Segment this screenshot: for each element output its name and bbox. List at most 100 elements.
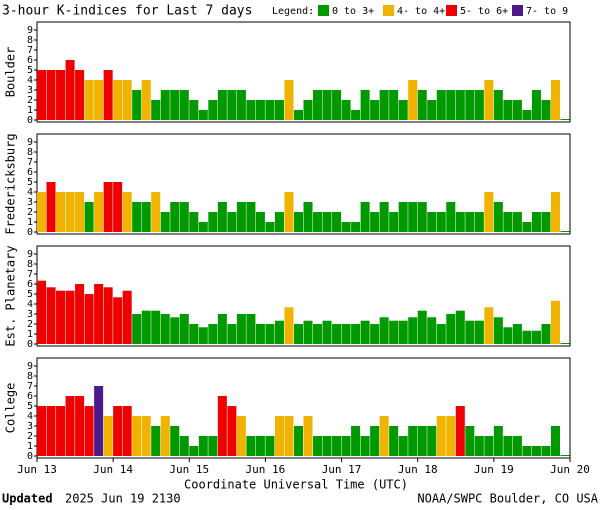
legend-swatch [512, 5, 523, 16]
bar [512, 324, 522, 344]
bar [332, 90, 342, 120]
bar [84, 294, 94, 344]
y-tick-label: 4 [27, 299, 33, 310]
bar [170, 202, 180, 232]
bar [293, 324, 303, 344]
bar [151, 100, 161, 120]
bar [465, 320, 475, 344]
y-tick-label: 7 [27, 45, 33, 56]
bar [132, 314, 142, 344]
y-tick-label: 8 [27, 147, 33, 158]
bar [398, 320, 408, 344]
bar [550, 80, 560, 120]
bar [75, 70, 85, 120]
bar [417, 426, 427, 456]
y-tick-label: 2 [27, 207, 33, 218]
y-tick-label: 6 [27, 167, 33, 178]
bar [103, 416, 113, 456]
bar [122, 406, 132, 456]
bar [322, 90, 332, 120]
bar [170, 426, 180, 456]
y-tick-label: 0 [27, 115, 33, 126]
x-tick-label: Jun 15 [169, 463, 209, 476]
bar [427, 426, 437, 456]
bar [293, 110, 303, 120]
bar [541, 446, 551, 456]
bar [284, 80, 294, 120]
bar [198, 327, 208, 344]
bar [522, 110, 532, 120]
bar [446, 90, 456, 120]
bar [84, 80, 94, 120]
bar [379, 317, 389, 344]
bar [484, 192, 494, 232]
bar [179, 202, 189, 232]
bar [37, 406, 47, 456]
x-tick-label: Jun 13 [17, 463, 57, 476]
bar [227, 212, 237, 232]
bar [408, 80, 418, 120]
bar [351, 324, 361, 344]
bar [151, 426, 161, 456]
updated: 2025 Jun 19 2130 [65, 492, 181, 506]
bar [132, 90, 142, 120]
bar [341, 222, 351, 232]
bar [37, 192, 47, 232]
bar [208, 324, 218, 344]
bar [236, 416, 246, 456]
bar [370, 212, 380, 232]
legend-swatch [318, 5, 329, 16]
legend-item: 5- to 6+ [460, 6, 508, 17]
x-axis-label: Coordinate Universal Time (UTC) [184, 478, 408, 492]
bar [103, 182, 113, 232]
updated-label: Updated [2, 492, 53, 506]
y-tick-label: 8 [27, 35, 33, 46]
bar [227, 406, 237, 456]
x-tick-label: Jun 16 [246, 463, 286, 476]
bar [531, 446, 541, 456]
y-tick-label: 0 [27, 339, 33, 350]
bar [427, 212, 437, 232]
bar [303, 416, 313, 456]
bar [122, 290, 132, 344]
y-tick-label: 9 [27, 361, 33, 372]
bar [303, 320, 313, 344]
y-tick-label: 2 [27, 319, 33, 330]
bar [389, 426, 399, 456]
bar [398, 202, 408, 232]
bar [255, 436, 265, 456]
bar [37, 70, 47, 120]
bar [541, 324, 551, 344]
bar [160, 314, 170, 344]
bar [465, 90, 475, 120]
bar [351, 110, 361, 120]
bar [122, 192, 132, 232]
bar [293, 426, 303, 456]
y-axis-label: College [4, 383, 18, 434]
bar [132, 416, 142, 456]
bar [113, 80, 123, 120]
y-tick-label: 5 [27, 401, 33, 412]
bar [94, 386, 104, 456]
bar [427, 100, 437, 120]
bar [46, 406, 56, 456]
y-tick-label: 1 [27, 441, 33, 452]
bar [246, 314, 256, 344]
bar [455, 212, 465, 232]
bar [265, 100, 275, 120]
bar [274, 100, 284, 120]
bar [255, 324, 265, 344]
bar [189, 212, 199, 232]
bar [550, 192, 560, 232]
y-tick-label: 1 [27, 105, 33, 116]
bar [503, 327, 513, 344]
y-tick-label: 8 [27, 371, 33, 382]
bar [370, 426, 380, 456]
bar [512, 436, 522, 456]
legend-item: 4- to 4+ [397, 6, 445, 17]
bar [465, 212, 475, 232]
bar [303, 202, 313, 232]
x-tick-label: Jun 20 [550, 463, 590, 476]
bar [217, 396, 227, 456]
